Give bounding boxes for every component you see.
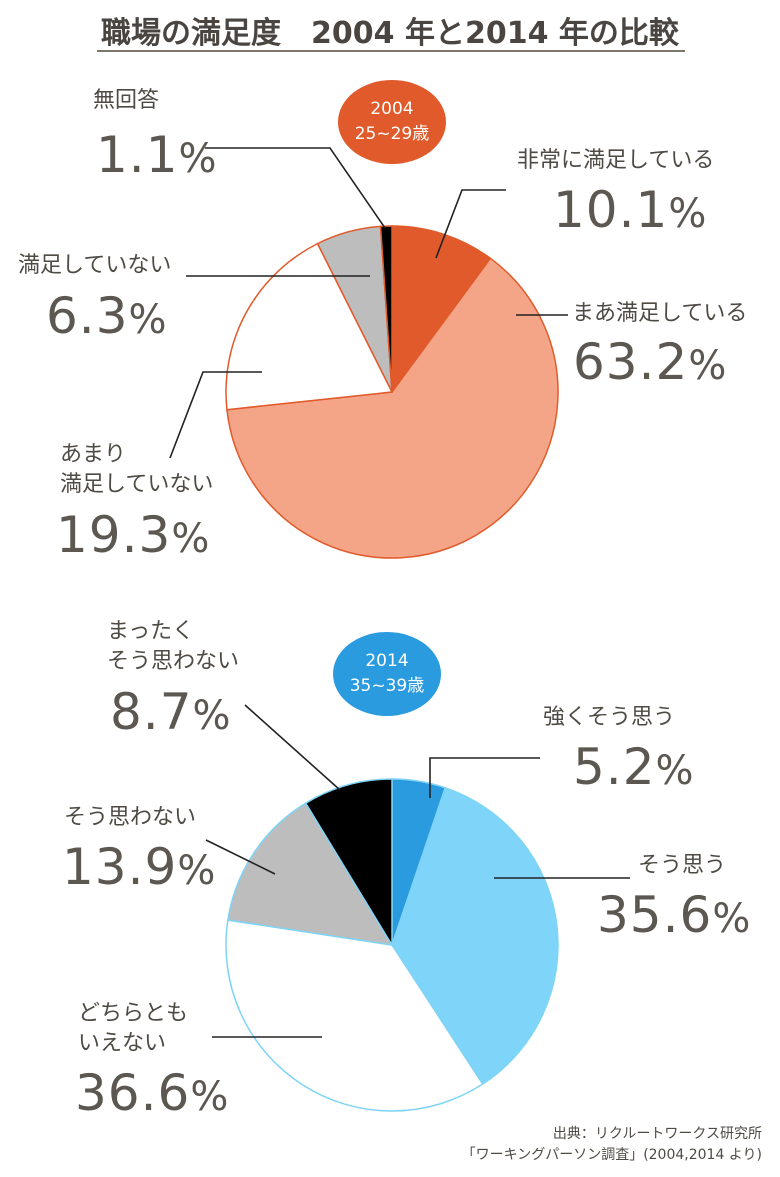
label-neutral-1: どちらとも <box>78 1001 189 1026</box>
value-agree: 35.6% <box>597 886 752 944</box>
value-very-satisfied: 10.1% <box>553 181 708 239</box>
badge-2014-year: 2014 <box>365 651 409 671</box>
badge-2004: 2004 25~29歳 <box>338 80 446 164</box>
pie-2014-slice-3 <box>227 802 394 946</box>
value-not-very-satisfied: 19.3% <box>56 506 211 564</box>
badge-2004-age: 25~29歳 <box>354 124 430 144</box>
pie-2004-slice-2 <box>225 242 394 411</box>
value-strongly-agree: 5.2% <box>573 738 695 796</box>
label-strongly-agree: 強くそう思う <box>543 705 676 730</box>
label-neutral-2: いえない <box>78 1031 167 1056</box>
pie-2014-slice-4 <box>304 778 393 948</box>
leader-line-1 <box>435 189 506 259</box>
label-somewhat-satisfied: まあ満足している <box>572 301 748 326</box>
leader-line-4 <box>169 371 262 459</box>
label-strongly-disagree-1: まったく <box>107 619 195 644</box>
value-neutral: 36.6% <box>75 1064 230 1122</box>
value-somewhat-satisfied: 63.2% <box>573 333 728 391</box>
leader-line-7 <box>205 839 276 875</box>
pie-2014-slice-1 <box>391 786 559 1086</box>
leader-line-0 <box>205 147 386 229</box>
label-agree: そう思う <box>638 853 727 878</box>
value-strongly-disagree: 8.7% <box>110 683 232 741</box>
leader-line-5 <box>429 757 540 798</box>
value-disagree: 13.9% <box>62 838 217 896</box>
title-underline <box>97 50 685 52</box>
label-no-answer: 無回答 <box>93 88 160 113</box>
source-note: 出典：リクルートワークス研究所 「ワーキングパーソン調査」(2004,2014 … <box>462 1124 762 1166</box>
label-not-very-satisfied-1: あまり <box>60 442 127 467</box>
source-line-1: 出典：リクルートワークス研究所 <box>552 1126 762 1142</box>
pie-2004-slice-4 <box>379 225 393 393</box>
label-not-very-satisfied-2: 満足していない <box>60 472 214 497</box>
badge-2004-year: 2004 <box>370 99 414 119</box>
pie-2014-slice-2 <box>225 919 484 1112</box>
pie-2004-slice-1 <box>226 257 559 559</box>
value-no-answer: 1.1% <box>96 126 218 184</box>
chart-title: 職場の満足度 2004 年と2014 年の比較 <box>101 16 679 51</box>
leader-line-6 <box>244 704 341 791</box>
label-disagree: そう思わない <box>64 805 197 830</box>
label-strongly-disagree-2: そう思わない <box>107 649 240 674</box>
value-dissatisfied: 6.3% <box>46 287 168 345</box>
pie-2004-slice-0 <box>391 225 492 395</box>
badge-2014: 2014 35~39歳 <box>333 632 441 716</box>
source-line-2: 「ワーキングパーソン調査」(2004,2014 より) <box>461 1147 762 1163</box>
label-dissatisfied: 満足していない <box>18 253 172 278</box>
badge-2014-age: 35~39歳 <box>349 676 425 696</box>
label-very-satisfied: 非常に満足している <box>517 148 715 173</box>
